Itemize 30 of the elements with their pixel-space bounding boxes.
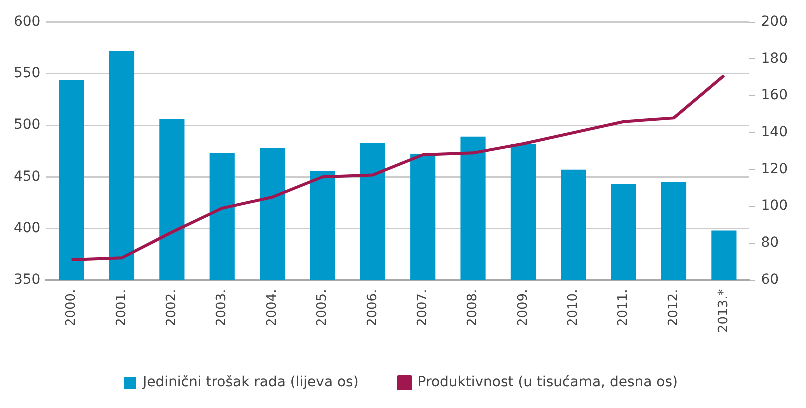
- x-tick-label: 2008.: [466, 289, 481, 326]
- x-tick-label: 2000.: [64, 289, 80, 326]
- y-tick-label: 500: [14, 117, 41, 134]
- x-tick-label: 2006.: [365, 289, 380, 326]
- legend-label: Jedinični trošak rada (lijeva os): [142, 374, 359, 391]
- x-tick-label: 2004.: [264, 289, 280, 326]
- y-tick-label: 600: [14, 14, 41, 30]
- y-tick-label: 400: [14, 220, 41, 236]
- y-tick-label: 450: [14, 168, 41, 185]
- y2-tick-label: 200: [761, 14, 788, 30]
- x-tick-label: 2001.: [114, 289, 130, 326]
- y2-tick-label: 140: [761, 124, 788, 141]
- y2-tick-label: 60: [761, 272, 780, 288]
- x-tick-label: 2007.: [415, 289, 430, 326]
- x-tick-label: 2002.: [164, 289, 180, 326]
- y2-tick-label: 120: [761, 161, 788, 178]
- x-tick-label: 2010.: [566, 289, 582, 326]
- y2-tick-label: 80: [761, 235, 780, 252]
- x-tick-label: 2012.: [666, 289, 682, 326]
- y2-tick-label: 160: [761, 88, 788, 104]
- y2-tick-label: 100: [761, 198, 788, 214]
- x-tick-label: 2011.: [616, 289, 632, 326]
- x-tick-label: 2009.: [516, 289, 531, 326]
- y2-tick-label: 180: [761, 50, 788, 67]
- y-tick-label: 350: [14, 272, 41, 288]
- x-tick-label: 2005.: [315, 289, 330, 326]
- x-tick-label: 2013.*: [716, 288, 732, 333]
- legend-label: Produktivnost (u tisućama, desna os): [418, 374, 678, 391]
- x-tick-label: 2003.: [214, 289, 230, 326]
- y-tick-label: 550: [14, 66, 41, 82]
